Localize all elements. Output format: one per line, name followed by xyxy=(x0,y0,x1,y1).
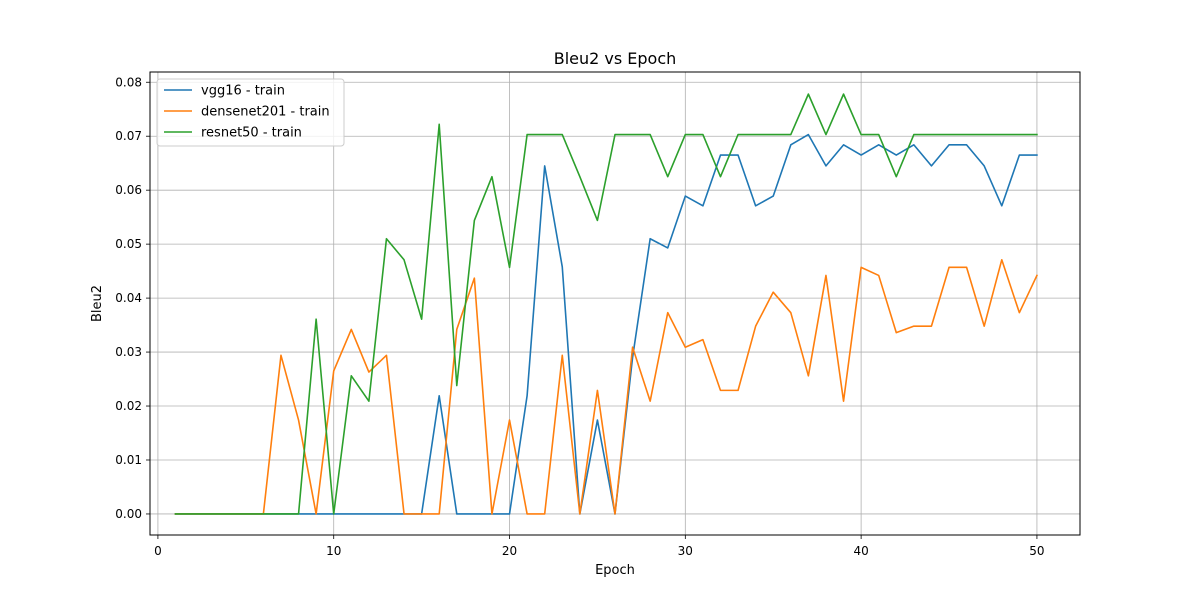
series-lines xyxy=(174,93,1038,515)
legend: vgg16 - train densenet201 - train resnet50… xyxy=(156,78,345,147)
series-line-resnet50 xyxy=(174,93,1038,515)
legend-label: densenet201 - train xyxy=(201,105,330,120)
y-tick-label: 0.05 xyxy=(115,237,142,251)
y-tick-label: 0.00 xyxy=(115,507,142,521)
x-tick-label: 10 xyxy=(326,544,341,558)
y-tick-label: 0.01 xyxy=(115,453,142,467)
legend-box xyxy=(156,78,345,147)
x-axis-ticks: 0 10 20 30 40 50 xyxy=(154,535,1045,558)
x-tick-label: 30 xyxy=(678,544,693,558)
legend-label: vgg16 - train xyxy=(201,84,285,99)
x-tick-label: 40 xyxy=(853,544,868,558)
plot-frame xyxy=(149,71,1081,536)
y-tick-label: 0.03 xyxy=(115,345,142,359)
x-axis-label: Epoch xyxy=(595,563,635,578)
series-line-vgg16 xyxy=(174,133,1038,515)
y-tick-label: 0.06 xyxy=(115,183,142,197)
legend-entry: densenet201 - train xyxy=(164,105,330,120)
y-tick-label: 0.04 xyxy=(115,291,142,305)
x-tick-label: 50 xyxy=(1029,544,1044,558)
x-tick-label: 0 xyxy=(154,544,162,558)
y-axis-label: Bleu2 xyxy=(90,285,105,322)
y-axis-ticks: 0.00 0.01 0.02 0.03 0.04 0.05 0.06 0.07 0.08 xyxy=(115,75,150,521)
legend-entry: vgg16 - train xyxy=(164,84,285,99)
y-tick-label: 0.07 xyxy=(115,129,142,143)
y-tick-label: 0.08 xyxy=(115,75,142,89)
x-tick-label: 20 xyxy=(502,544,517,558)
y-tick-label: 0.02 xyxy=(115,399,142,413)
legend-label: resnet50 - train xyxy=(201,126,302,141)
chart-title: Bleu2 vs Epoch xyxy=(554,49,677,68)
legend-entry: resnet50 - train xyxy=(164,126,302,141)
series-line-densenet201 xyxy=(174,258,1038,515)
